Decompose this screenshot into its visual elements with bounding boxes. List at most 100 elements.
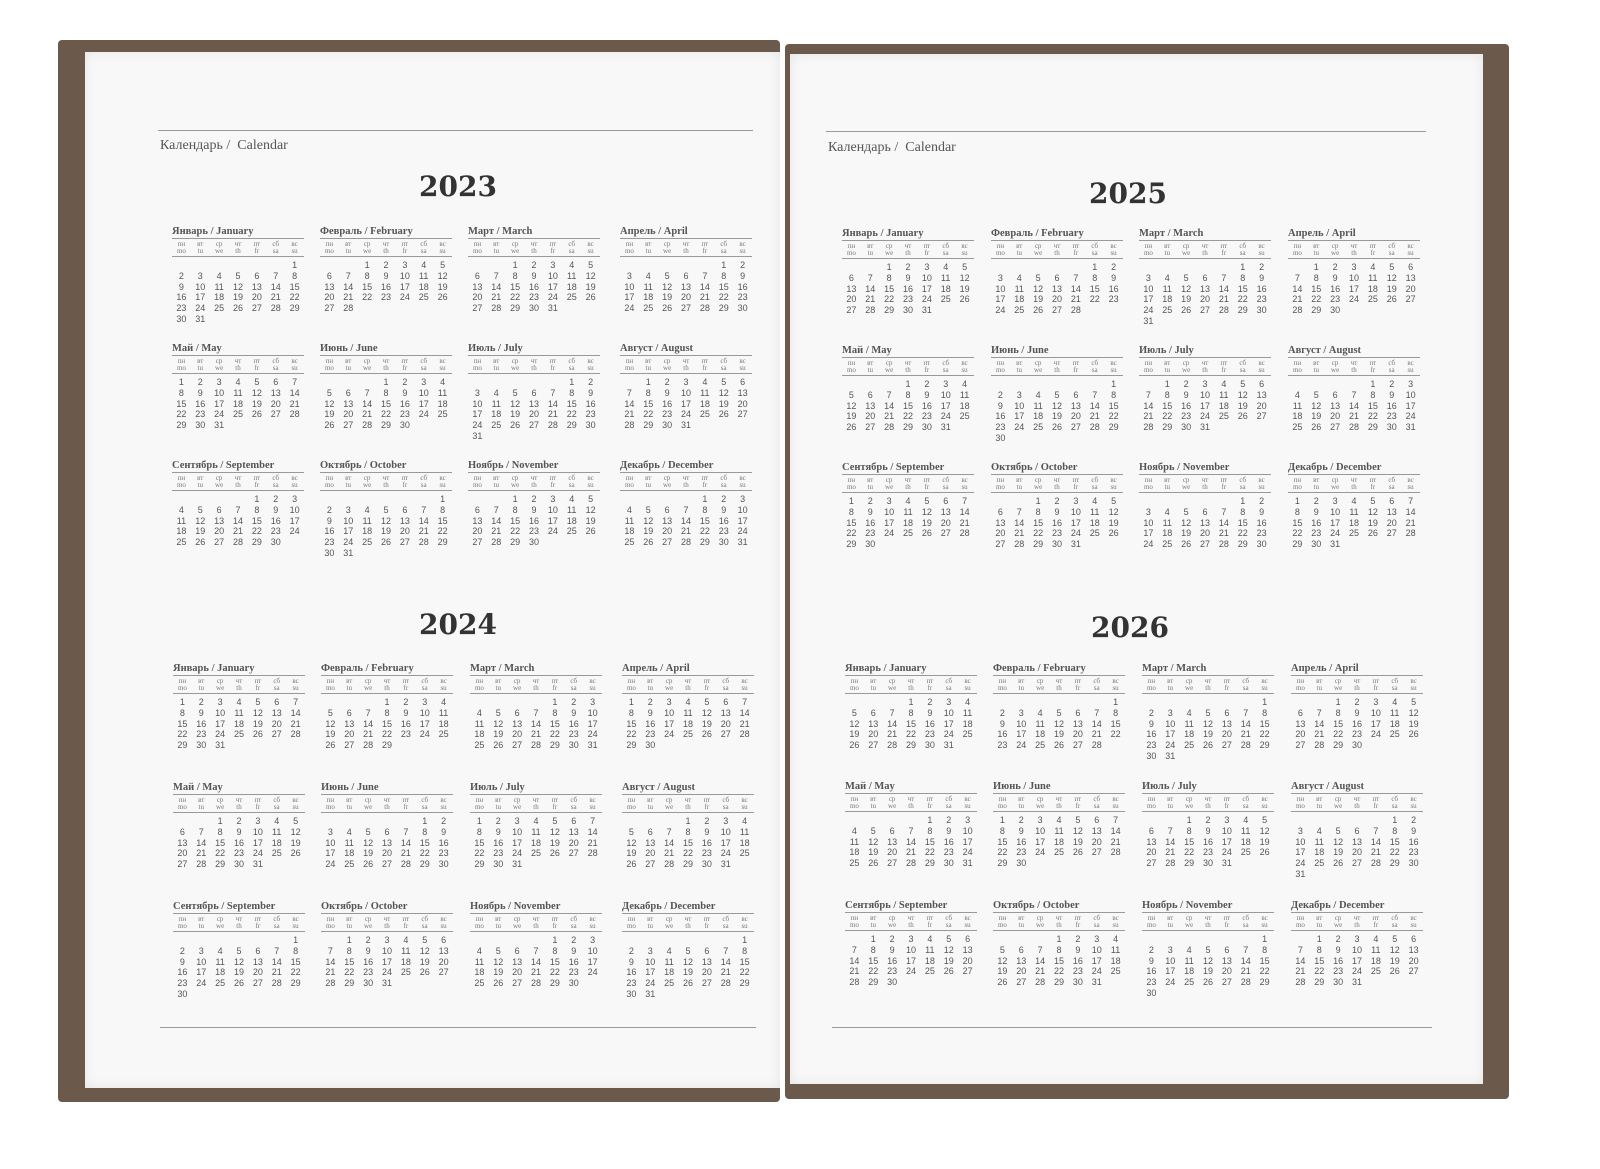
weekday-label: чт th (682, 474, 690, 489)
day-cell: 29 (1389, 858, 1400, 869)
weekday-label: пн mo (846, 476, 856, 491)
day-cell: 17 (399, 281, 410, 292)
day-cell: 22 (846, 528, 857, 539)
day-cell: 24 (1199, 411, 1210, 422)
day-cell: 28 (624, 420, 635, 431)
day-cell: 26 (662, 303, 673, 314)
day-cell: 4 (1370, 262, 1376, 272)
weekday-label: чт th (382, 474, 390, 489)
weekday-label: ср we (513, 796, 522, 811)
day-cell: 10 (940, 389, 951, 400)
day-cell: 22 (344, 967, 355, 978)
day-cell: 10 (1199, 389, 1210, 400)
empty-cell (1345, 379, 1364, 390)
weekday-label: ср we (1331, 359, 1340, 374)
empty-cell (1236, 697, 1255, 708)
day-cell: 5 (1313, 389, 1319, 400)
day-cell: 7 (493, 504, 499, 515)
day-cell: 5 (851, 707, 857, 718)
empty-cell (1010, 379, 1029, 390)
day-cell: 6 (1224, 707, 1230, 718)
weekday-label: ср we (1331, 476, 1340, 491)
day-cell: 18 (1348, 517, 1359, 528)
weekday-label: пн mo (1146, 795, 1156, 810)
day-cell: 29 (643, 420, 654, 431)
day-cell: 29 (924, 858, 935, 869)
day-cell: 14 (270, 281, 281, 292)
day-cell: 13 (846, 283, 857, 294)
day-cell: 29 (566, 420, 577, 431)
day-cell: 3 (1167, 707, 1173, 718)
weekday-label: пн mo (624, 474, 634, 489)
day-cell: 30 (1202, 858, 1213, 869)
day-cell: 26 (232, 303, 243, 314)
day-cell: 26 (363, 859, 374, 870)
day-cell: 17 (1070, 517, 1081, 528)
day-cell: 1 (552, 935, 558, 945)
day-cell: 28 (1314, 740, 1325, 751)
day-cell: 10 (419, 707, 430, 718)
month-block: Январь / January пн mo вт tu ср we чт th пт fr сб sa… (845, 663, 977, 751)
day-cell: 11 (437, 387, 448, 398)
day-cell: 2 (905, 262, 911, 272)
day-cell: 21 (1070, 294, 1081, 305)
day-cell: 17 (1221, 836, 1232, 847)
weekday-label: чт th (382, 240, 390, 255)
day-cell: 14 (325, 956, 336, 967)
day-cell: 15 (1089, 283, 1100, 294)
day-cell: 11 (214, 281, 224, 292)
weekday-label: сб sa (421, 677, 429, 692)
days-grid: 1 2 3 4 5 6 7 8 9 10 11 12 13 14 15 16 17 18 19 20 21 22 23 24 2… (620, 374, 752, 431)
day-cell: 7 (493, 270, 499, 281)
day-cell: 19 (1181, 528, 1192, 539)
day-cell: 30 (528, 303, 539, 314)
month-title: Декабрь / December (1291, 900, 1423, 913)
day-cell: 12 (324, 398, 335, 409)
weekday-label: ср we (1036, 914, 1045, 929)
month-title: Июль / July (1142, 781, 1274, 794)
weekday-label: вс su (1110, 242, 1117, 257)
day-cell: 6 (254, 270, 260, 281)
day-cell: 15 (251, 515, 262, 526)
day-cell: 4 (1113, 934, 1119, 944)
day-cell: 9 (198, 707, 204, 718)
day-cell: 3 (997, 272, 1003, 283)
weekday-label: ср we (888, 914, 897, 929)
day-cell: 8 (1056, 944, 1062, 955)
day-cell: 14 (865, 283, 876, 294)
weekday-label: вс su (964, 795, 971, 810)
weekday-label: вт tu (1313, 242, 1320, 257)
day-cell: 2 (402, 377, 408, 387)
weekday-label: сб sa (1242, 677, 1250, 692)
day-cell: 27 (865, 422, 876, 433)
day-cell: 2 (628, 945, 634, 956)
empty-cell (377, 494, 396, 505)
day-cell: 30 (528, 537, 539, 548)
day-cell: 2 (1018, 815, 1024, 825)
day-cell: 28 (1218, 539, 1229, 550)
day-cell: 28 (739, 729, 750, 740)
weekday-label: вс su (589, 915, 596, 930)
day-cell: 17 (587, 956, 598, 967)
empty-cell (991, 379, 1010, 390)
day-cell: 23 (324, 537, 335, 548)
day-cell: 7 (702, 270, 708, 281)
day-cell: 16 (1330, 283, 1341, 294)
month-block: Сентябрь / September пн mo вт tu ср we чт th пт fr… (845, 900, 977, 988)
day-cell: 13 (399, 515, 410, 526)
day-cell: 25 (699, 409, 710, 420)
day-cell: 30 (943, 858, 954, 869)
day-cell: 11 (643, 281, 653, 292)
day-cell: 6 (848, 272, 854, 283)
weekday-label: ср we (1036, 677, 1045, 692)
day-cell: 14 (587, 826, 598, 837)
weekday-label: вс su (1112, 795, 1119, 810)
day-cell: 3 (626, 270, 632, 281)
day-cell: 25 (849, 858, 860, 869)
day-cell: 23 (1146, 977, 1157, 988)
month-block: Май / May пн mo вт tu ср we чт th пт fr сб sa вс su 1 2 3… (172, 343, 304, 431)
month-block: Март / March пн mo вт tu ср we чт th пт fr сб sa вс su… (1142, 663, 1274, 762)
day-cell: 30 (568, 978, 579, 989)
day-cell: 29 (902, 422, 913, 433)
weekday-label: чт th (682, 240, 690, 255)
